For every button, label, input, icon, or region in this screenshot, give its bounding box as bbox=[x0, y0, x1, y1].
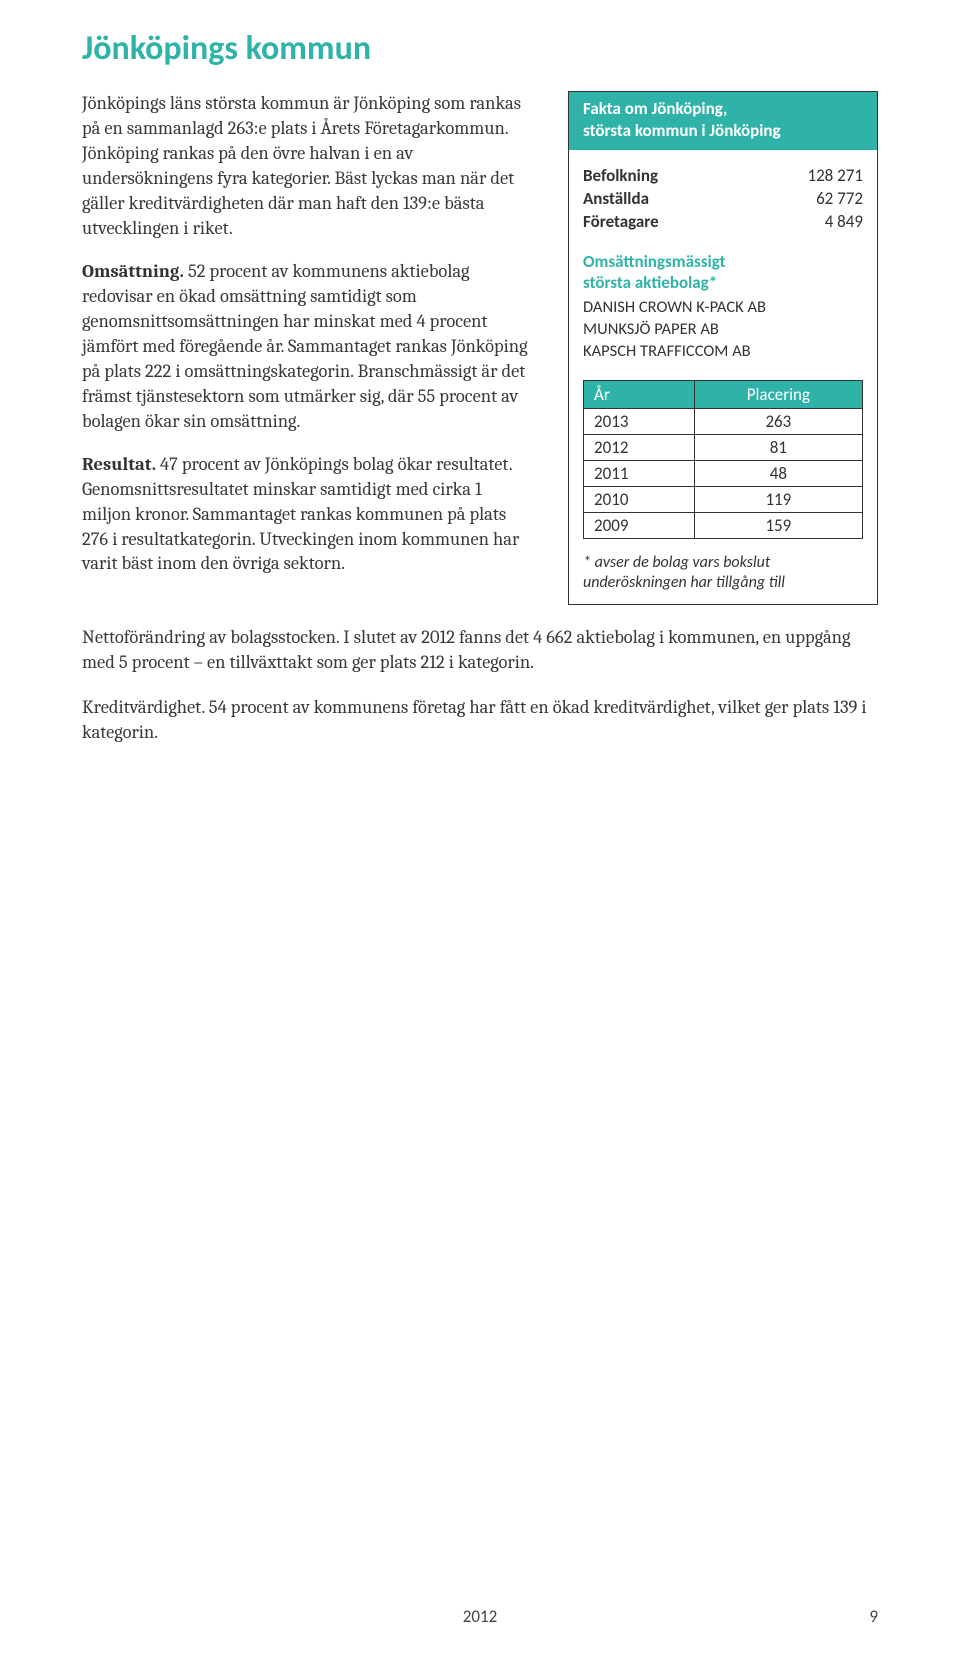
two-column-layout: Jönköpings läns största kommun är Jönköp… bbox=[82, 91, 878, 605]
cell-year: 2013 bbox=[584, 408, 695, 434]
cell-place: 119 bbox=[694, 486, 862, 512]
footer-year: 2012 bbox=[463, 1606, 497, 1627]
table-row: 2009 159 bbox=[584, 512, 863, 538]
col-placement-header: Placering bbox=[694, 380, 862, 408]
footer-page-number: 9 bbox=[869, 1606, 878, 1627]
table-row: År Placering bbox=[584, 380, 863, 408]
netto-lead: Nettoförändring av bolagsstocken. bbox=[82, 626, 339, 648]
list-item: KAPSCH TRAFFICCOM AB bbox=[583, 340, 863, 362]
cell-year: 2012 bbox=[584, 434, 695, 460]
resultat-lead: Resultat. bbox=[82, 453, 156, 475]
omsattning-lead: Omsättning. bbox=[82, 260, 184, 282]
intro-paragraph: Jönköpings läns största kommun är Jönköp… bbox=[82, 91, 534, 241]
cell-year: 2011 bbox=[584, 460, 695, 486]
body-text-column: Jönköpings läns största kommun är Jönköp… bbox=[82, 91, 534, 594]
page-footer: 2012 9 bbox=[82, 1606, 878, 1627]
companies-subheading: Omsättningsmässigt största aktiebolag* bbox=[583, 251, 863, 294]
stats-value: 4 849 bbox=[825, 211, 863, 232]
fact-box-body: Befolkning 128 271 Anställda 62 772 Före… bbox=[569, 150, 877, 604]
netto-paragraph: Nettoförändring av bolagsstocken. I slut… bbox=[82, 625, 878, 675]
col-year-header: År bbox=[584, 380, 695, 408]
table-row: 2013 263 bbox=[584, 408, 863, 434]
fact-box-header-line2: största kommun i Jönköping bbox=[583, 120, 863, 142]
subheading-line2: största aktiebolag* bbox=[583, 272, 863, 293]
resultat-paragraph: Resultat. 47 procent av Jönköpings bolag… bbox=[82, 452, 534, 577]
ranking-table: År Placering 2013 263 2012 81 2011 bbox=[583, 380, 863, 539]
list-item: MUNKSJÖ PAPER AB bbox=[583, 318, 863, 340]
cell-place: 159 bbox=[694, 512, 862, 538]
cell-place: 81 bbox=[694, 434, 862, 460]
table-row: Anställda 62 772 bbox=[583, 187, 863, 210]
stats-label: Befolkning bbox=[583, 165, 658, 186]
stats-label: Företagare bbox=[583, 211, 659, 232]
stats-value: 62 772 bbox=[816, 188, 863, 209]
table-row: 2012 81 bbox=[584, 434, 863, 460]
fact-box-header-line1: Fakta om Jönköping, bbox=[583, 98, 863, 120]
cell-place: 263 bbox=[694, 408, 862, 434]
list-item: DANISH CROWN K-PACK AB bbox=[583, 296, 863, 318]
omsattning-paragraph: Omsättning. 52 procent av kommunens akti… bbox=[82, 259, 534, 434]
omsattning-body: 52 procent av kommunens aktiebolag redov… bbox=[82, 260, 528, 432]
kredit-lead: Kreditvärdighet bbox=[82, 696, 201, 718]
stats-value: 128 271 bbox=[807, 165, 863, 186]
company-list: DANISH CROWN K-PACK AB MUNKSJÖ PAPER AB … bbox=[583, 296, 863, 362]
stats-table: Befolkning 128 271 Anställda 62 772 Före… bbox=[583, 164, 863, 233]
cell-year: 2010 bbox=[584, 486, 695, 512]
cell-place: 48 bbox=[694, 460, 862, 486]
table-row: Företagare 4 849 bbox=[583, 210, 863, 233]
table-row: 2011 48 bbox=[584, 460, 863, 486]
fact-box: Fakta om Jönköping, största kommun i Jön… bbox=[568, 91, 878, 605]
cell-year: 2009 bbox=[584, 512, 695, 538]
kredit-paragraph: Kreditvärdighet. 54 procent av kommunens… bbox=[82, 695, 878, 745]
table-row: Befolkning 128 271 bbox=[583, 164, 863, 187]
table-row: 2010 119 bbox=[584, 486, 863, 512]
page-title: Jönköpings kommun bbox=[82, 28, 878, 69]
stats-label: Anställda bbox=[583, 188, 649, 209]
fact-box-footnote: * avser de bolag vars bokslut underöskni… bbox=[583, 553, 863, 595]
fact-box-header: Fakta om Jönköping, största kommun i Jön… bbox=[569, 92, 877, 150]
below-columns-text: Nettoförändring av bolagsstocken. I slut… bbox=[82, 625, 878, 745]
subheading-line1: Omsättningsmässigt bbox=[583, 251, 863, 272]
